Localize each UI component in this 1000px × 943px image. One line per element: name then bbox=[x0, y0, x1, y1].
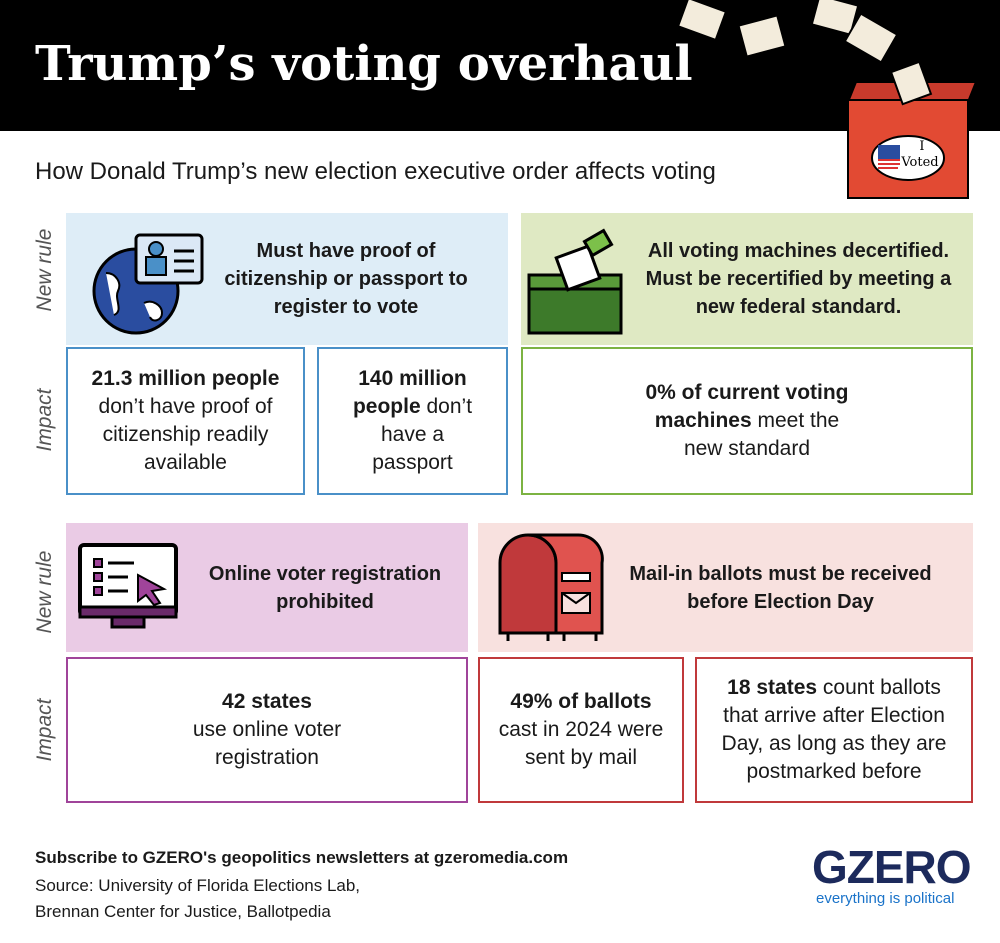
impact-text: don’t have proof of citizenship readily … bbox=[98, 395, 273, 474]
title: Trump’s voting overhaul bbox=[35, 36, 693, 92]
impact-box: 18 states count ballots that arrive afte… bbox=[695, 657, 973, 803]
voting-box-icon bbox=[527, 228, 623, 335]
mailbox-icon bbox=[498, 533, 604, 641]
row-label: Impact bbox=[33, 698, 56, 762]
ballot-box-illustration: I Voted bbox=[676, 0, 978, 199]
rule-panel: All voting machines decertified. Must be… bbox=[521, 213, 973, 345]
impact-bold: 0% of current voting machines bbox=[645, 381, 849, 432]
impact-text: cast in 2024 were sent by mail bbox=[498, 718, 664, 769]
rule-text: Online voter registration prohibited bbox=[208, 562, 442, 613]
rule-panel: Must have proof of citizenship or passpo… bbox=[66, 213, 508, 345]
impact-bold: 18 states bbox=[727, 676, 818, 699]
row-label: Impact bbox=[33, 388, 56, 452]
impact-box: 42 states use online voter registration bbox=[66, 657, 468, 803]
impact-bold: 21.3 million people bbox=[91, 367, 280, 390]
tagline: everything is political bbox=[816, 890, 955, 907]
sticker-text: Voted bbox=[900, 155, 938, 170]
impact-box: 140 million people don’t have a passport bbox=[317, 347, 508, 495]
impact-box: 21.3 million people don’t have proof of … bbox=[66, 347, 305, 495]
impact-bold: 140 million people bbox=[352, 367, 467, 418]
source-text: Source: University of Florida Elections … bbox=[35, 876, 361, 895]
rule-panel: Mail-in ballots must be received before … bbox=[478, 523, 973, 652]
impact-bold: 49% of ballots bbox=[510, 690, 652, 713]
rule-text: All voting machines decertified. Must be… bbox=[645, 240, 952, 318]
impact-text: meet the new standard bbox=[683, 409, 840, 460]
rule-text: Must have proof of citizenship or passpo… bbox=[224, 240, 468, 318]
rule-panel: Online voter registration prohibited bbox=[66, 523, 468, 652]
row-label: New rule bbox=[33, 550, 56, 634]
rule-text: Mail-in ballots must be received before … bbox=[629, 562, 932, 613]
sticker-text: I bbox=[919, 139, 924, 154]
source-text: Brennan Center for Justice, Ballotpedia bbox=[35, 902, 331, 921]
passport-icon bbox=[92, 233, 204, 335]
row-label: New rule bbox=[33, 228, 56, 312]
subtitle: How Donald Trump’s new election executiv… bbox=[35, 158, 716, 185]
logo: GZERO bbox=[812, 841, 972, 893]
subscribe-text: Subscribe to GZERO's geopolitics newslet… bbox=[35, 848, 569, 867]
impact-text: count ballots that arrive after Election… bbox=[721, 676, 947, 783]
computer-icon bbox=[78, 543, 178, 629]
impact-box: 0% of current voting machines meet the n… bbox=[521, 347, 973, 495]
impact-text: don’t have a passport bbox=[372, 395, 473, 474]
impact-text: use online voter registration bbox=[192, 718, 342, 769]
impact-box: 49% of ballots cast in 2024 were sent by… bbox=[478, 657, 684, 803]
impact-bold: 42 states bbox=[222, 690, 312, 713]
